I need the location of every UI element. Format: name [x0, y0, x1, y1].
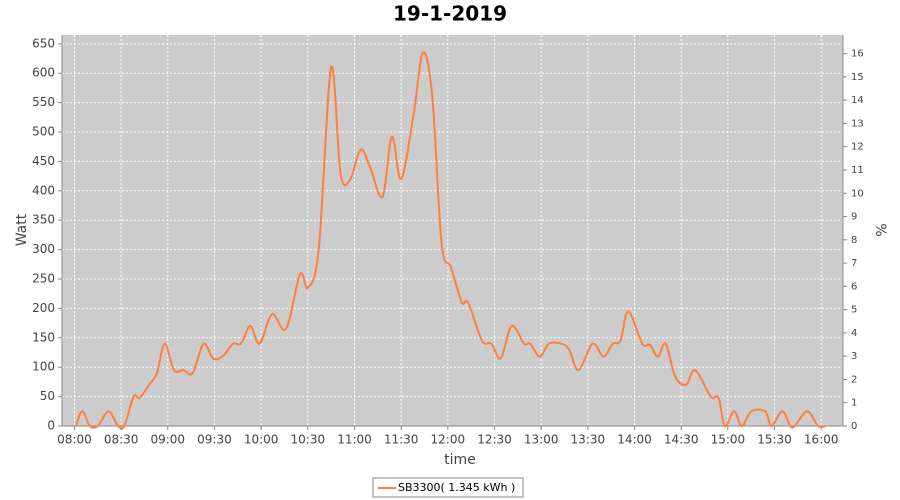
- y-tick-label: 450: [32, 154, 55, 168]
- series-line: [75, 51, 827, 430]
- legend: SB3300( 1.345 kWh ): [372, 477, 524, 498]
- y-tick-label: 0: [47, 419, 55, 433]
- y2-tick-label: 2: [851, 374, 857, 385]
- y-tick-label: 350: [32, 213, 55, 227]
- y2-tick-label: 6: [851, 281, 857, 292]
- x-tick-label: 14:30: [664, 433, 699, 447]
- x-tick-label: 09:30: [197, 433, 232, 447]
- x-tick-label: 08:00: [57, 433, 92, 447]
- y2-tick-label: 13: [851, 118, 864, 129]
- x-tick-label: 15:00: [711, 433, 746, 447]
- legend-label: SB3300( 1.345 kWh ): [398, 481, 515, 494]
- x-tick-label: 10:00: [244, 433, 279, 447]
- x-tick-label: 09:00: [150, 433, 185, 447]
- legend-box: [372, 477, 524, 498]
- y-tick-label: 550: [32, 95, 55, 109]
- y-tick-label: 500: [32, 125, 55, 139]
- x-tick-label: 10:30: [291, 433, 326, 447]
- y2-tick-label: 16: [851, 49, 864, 60]
- y-tick-label: 150: [32, 330, 55, 344]
- y2-tick-label: 7: [851, 258, 857, 269]
- y2-tick-label: 4: [851, 328, 857, 339]
- x-axis-title: time: [444, 452, 476, 468]
- y2-tick-label: 0: [851, 421, 857, 432]
- y2-tick-label: 14: [851, 95, 864, 106]
- y2-tick-label: 12: [851, 142, 864, 153]
- y-tick-label: 250: [32, 272, 55, 286]
- y2-tick-label: 5: [851, 305, 857, 316]
- y-axis-title: Watt: [14, 213, 30, 246]
- x-tick-label: 08:30: [104, 433, 139, 447]
- y2-tick-label: 10: [851, 188, 864, 199]
- y2-tick-label: 11: [851, 165, 864, 176]
- y2-tick-label: 3: [851, 351, 857, 362]
- y2-tick-label: 1: [851, 398, 857, 409]
- y2-tick-label: 9: [851, 212, 857, 223]
- x-tick-label: 13:30: [571, 433, 606, 447]
- y2-tick-label: 8: [851, 235, 857, 246]
- x-tick-label: 13:00: [524, 433, 559, 447]
- x-tick-label: 15:30: [757, 433, 792, 447]
- y-tick-label: 600: [32, 66, 55, 80]
- plot-area: [62, 35, 843, 426]
- y-tick-label: 300: [32, 242, 55, 256]
- y-tick-label: 400: [32, 183, 55, 197]
- y-tick-label: 200: [32, 301, 55, 315]
- y2-tick-label: 15: [851, 72, 864, 83]
- y-tick-label: 100: [32, 360, 55, 374]
- x-tick-label: 12:00: [431, 433, 466, 447]
- x-tick-label: 12:30: [477, 433, 512, 447]
- x-tick-label: 14:00: [617, 433, 652, 447]
- x-tick-label: 11:30: [384, 433, 419, 447]
- x-tick-label: 16:00: [804, 433, 839, 447]
- y-tick-label: 50: [40, 389, 55, 403]
- chart-title: 19-1-2019: [393, 2, 507, 26]
- y-tick-label: 650: [32, 36, 55, 50]
- y2-axis-title: %: [872, 223, 888, 236]
- x-tick-label: 11:00: [337, 433, 372, 447]
